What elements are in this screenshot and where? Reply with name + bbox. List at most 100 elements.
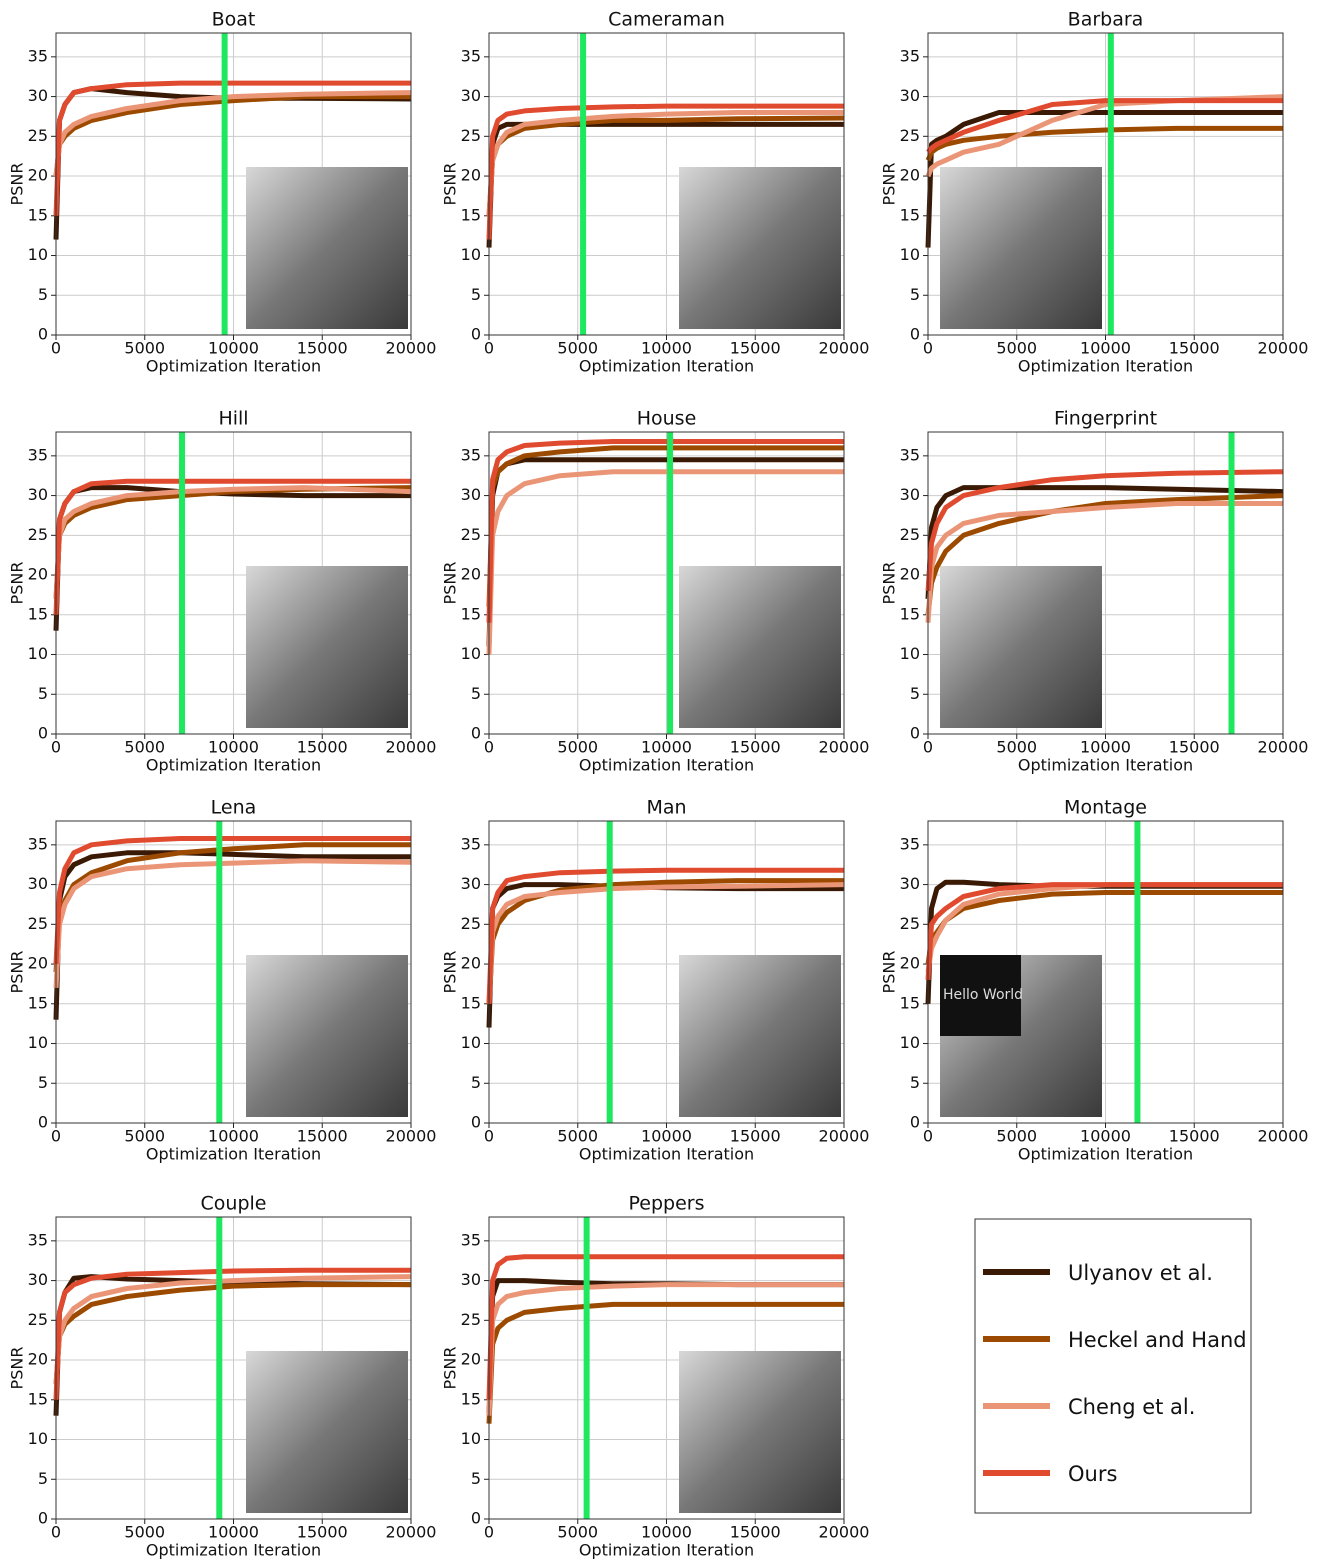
y-tick-label: 10 (28, 245, 48, 264)
inset-text: Hello World (943, 987, 1023, 1003)
x-tick-label: 10000 (208, 738, 259, 757)
inset-image (246, 955, 408, 1117)
chart-title: Boat (212, 9, 256, 31)
inset-image (940, 167, 1102, 329)
x-tick-label: 0 (923, 1127, 933, 1146)
y-tick-label: 15 (461, 993, 481, 1012)
x-tick-label: 10000 (208, 1127, 259, 1146)
series-line (926, 98, 1283, 154)
plot-frame (488, 820, 845, 1124)
y-tick-label: 15 (461, 604, 481, 623)
y-tick-label: 0 (471, 1113, 481, 1132)
y-tick-label: 10 (900, 245, 920, 264)
x-tick-label: 5000 (557, 339, 598, 358)
x-axis-label: Optimization Iteration (1018, 756, 1193, 775)
chart-title: House (637, 408, 697, 430)
y-tick-label: 10 (28, 1429, 48, 1448)
series-line (925, 469, 1284, 592)
x-tick-label: 20000 (1258, 738, 1309, 757)
series-line (53, 836, 411, 965)
x-tick-label: 15000 (297, 738, 348, 757)
series-line (486, 439, 844, 623)
x-tick-label: 15000 (730, 1127, 781, 1146)
x-axis-label: Optimization Iteration (146, 1145, 321, 1164)
x-tick-label: 15000 (730, 1523, 781, 1542)
x-tick-label: 15000 (297, 339, 348, 358)
series-line (53, 478, 411, 615)
y-axis-label: PSNR (8, 951, 27, 994)
y-tick-label: 30 (461, 86, 481, 105)
x-tick-label: 0 (51, 1127, 61, 1146)
y-tick-label: 30 (28, 874, 48, 893)
y-tick-label: 25 (28, 126, 48, 145)
y-axis-label: PSNR (441, 951, 460, 994)
y-tick-label: 20 (461, 565, 481, 584)
series-line (486, 1301, 844, 1424)
y-tick-label: 0 (38, 724, 48, 743)
series-line (486, 469, 844, 655)
y-tick-label: 0 (38, 325, 48, 344)
y-tick-label: 15 (28, 1389, 48, 1408)
inset-image (679, 1351, 841, 1513)
y-tick-label: 30 (900, 874, 920, 893)
series-line (53, 858, 412, 989)
y-tick-label: 10 (461, 644, 481, 663)
x-axis-label: Optimization Iteration (146, 357, 321, 376)
plot-frame (488, 32, 845, 336)
y-tick-label: 15 (461, 205, 481, 224)
y-tick-label: 35 (461, 445, 481, 464)
x-tick-label: 20000 (819, 339, 870, 358)
chart-title: Hill (218, 408, 248, 430)
y-tick-label: 15 (900, 604, 920, 623)
legend-label: Heckel and Hand (1068, 1328, 1247, 1352)
x-axis-label: Optimization Iteration (146, 1541, 321, 1560)
legend-label: Cheng et al. (1068, 1395, 1195, 1419)
y-tick-label: 10 (900, 644, 920, 663)
x-axis-label: Optimization Iteration (579, 1145, 754, 1164)
x-axis-label: Optimization Iteration (1018, 1145, 1193, 1164)
series-line (53, 80, 411, 216)
x-tick-label: 15000 (1169, 339, 1220, 358)
series-line (925, 110, 1283, 248)
y-tick-label: 5 (38, 684, 48, 703)
x-tick-label: 10000 (1080, 1127, 1131, 1146)
x-axis-label: Optimization Iteration (146, 756, 321, 775)
x-tick-label: 0 (923, 339, 933, 358)
x-axis-label: Optimization Iteration (579, 756, 754, 775)
y-axis-label: PSNR (8, 163, 27, 206)
chart-title: Montage (1064, 797, 1147, 819)
y-tick-label: 0 (471, 1509, 481, 1528)
y-tick-label: 30 (28, 1270, 48, 1289)
plot-frame (927, 32, 1284, 336)
y-tick-label: 15 (28, 993, 48, 1012)
y-tick-label: 15 (28, 205, 48, 224)
inset-image (679, 955, 841, 1117)
x-tick-label: 0 (484, 339, 494, 358)
y-tick-label: 30 (461, 485, 481, 504)
x-tick-label: 15000 (1169, 738, 1220, 757)
series-line (486, 882, 845, 1004)
y-tick-label: 10 (28, 644, 48, 663)
y-tick-label: 30 (28, 485, 48, 504)
x-tick-label: 20000 (386, 738, 437, 757)
y-tick-label: 5 (38, 285, 48, 304)
y-tick-label: 25 (461, 914, 481, 933)
y-tick-label: 0 (910, 325, 920, 344)
y-tick-label: 10 (900, 1033, 920, 1052)
y-tick-label: 0 (471, 724, 481, 743)
chart-title: Peppers (629, 1193, 705, 1215)
y-tick-label: 0 (38, 1509, 48, 1528)
x-tick-label: 20000 (819, 1127, 870, 1146)
x-tick-label: 0 (484, 738, 494, 757)
y-tick-label: 0 (38, 1113, 48, 1132)
series-line (925, 493, 1284, 616)
x-tick-label: 20000 (819, 1523, 870, 1542)
y-tick-label: 25 (461, 1310, 481, 1329)
x-tick-label: 10000 (208, 339, 259, 358)
x-axis-label: Optimization Iteration (579, 357, 754, 376)
y-tick-label: 25 (900, 525, 920, 544)
series-line (486, 1282, 844, 1416)
y-tick-label: 20 (461, 1350, 481, 1369)
x-tick-label: 5000 (124, 1523, 165, 1542)
x-tick-label: 10000 (641, 1523, 692, 1542)
